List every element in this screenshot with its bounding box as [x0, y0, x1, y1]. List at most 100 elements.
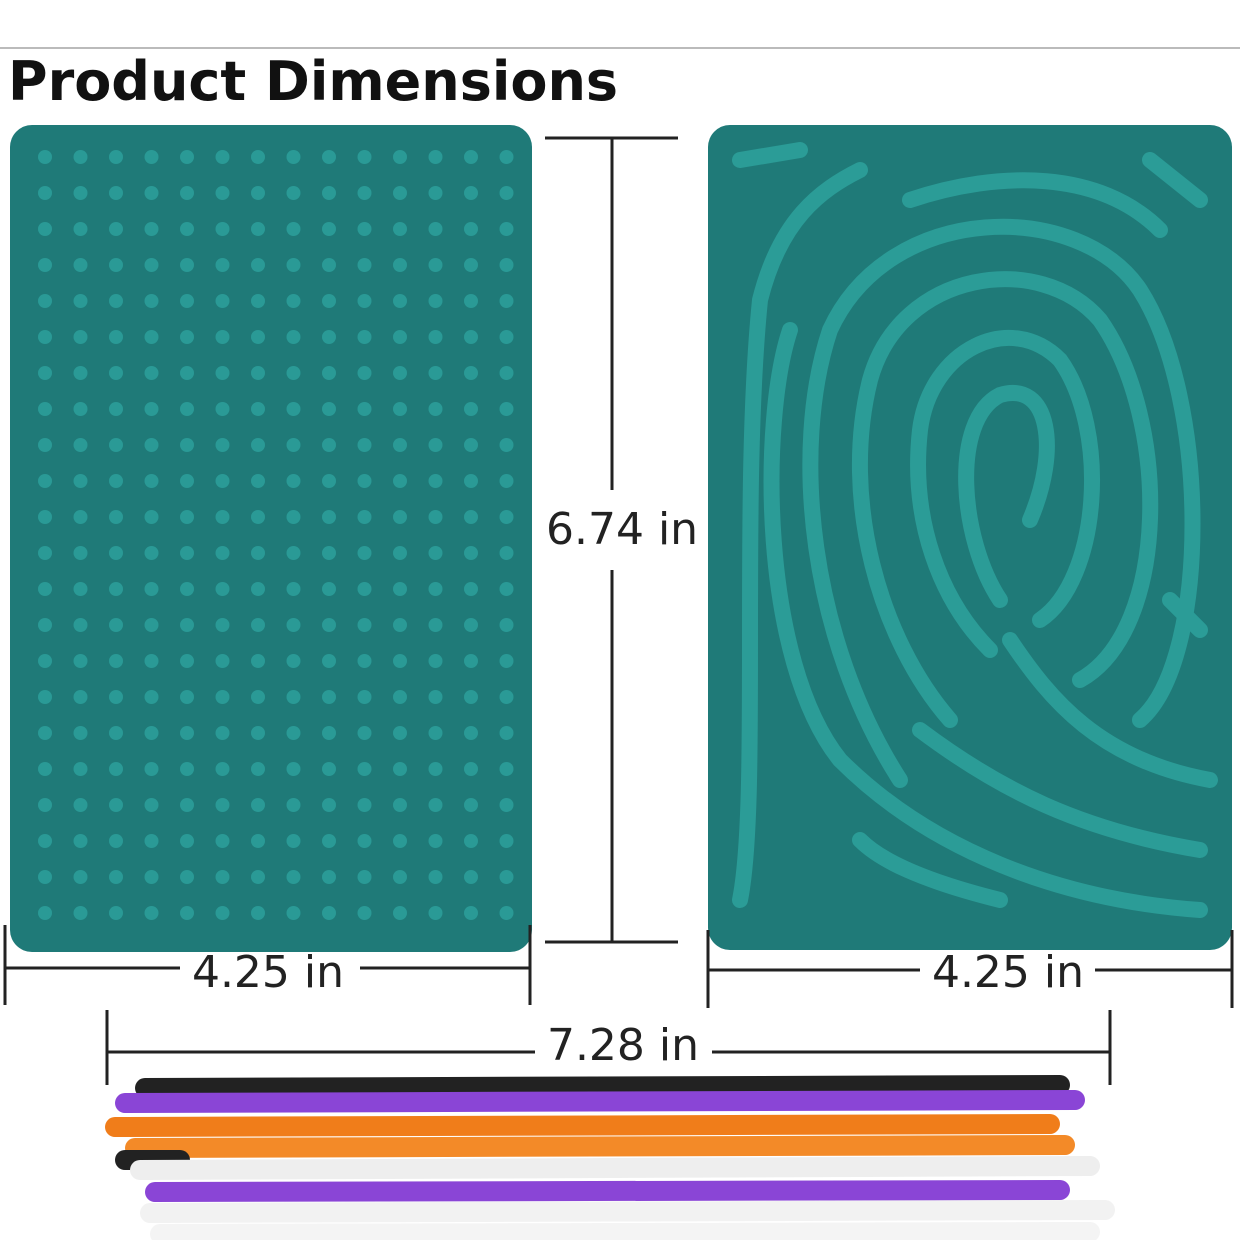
- dot: [215, 294, 230, 308]
- dot: [322, 906, 336, 920]
- dot: [38, 294, 52, 308]
- dot: [215, 870, 230, 884]
- dot: [393, 834, 407, 848]
- dot: [499, 150, 514, 164]
- dot: [322, 726, 336, 740]
- dot: [73, 618, 88, 632]
- dot: [393, 870, 407, 884]
- dot: [144, 222, 159, 236]
- dot: [109, 438, 123, 452]
- stick-length-label: 7.28 in: [547, 1020, 699, 1071]
- stick-length-dimension: 7.28 in: [105, 1010, 1112, 1085]
- dot: [73, 762, 88, 776]
- dot: [180, 870, 194, 884]
- dot: [357, 294, 372, 308]
- dot: [464, 834, 478, 848]
- dot: [499, 834, 514, 848]
- dot: [144, 726, 159, 740]
- dot: [180, 582, 194, 596]
- height-dimension: 6.74 in: [545, 136, 698, 944]
- dot: [322, 798, 336, 812]
- dot: [464, 186, 478, 200]
- dot: [499, 438, 514, 452]
- dot: [38, 654, 52, 668]
- dot: [464, 330, 478, 344]
- dot: [38, 618, 52, 632]
- dot: [73, 330, 88, 344]
- dot: [144, 186, 159, 200]
- dot: [322, 438, 336, 452]
- dot: [393, 582, 407, 596]
- dot: [393, 438, 407, 452]
- dot: [393, 510, 407, 524]
- dot: [322, 402, 336, 416]
- dot: [499, 294, 514, 308]
- dot: [180, 762, 194, 776]
- dot: [393, 618, 407, 632]
- dot: [286, 186, 301, 200]
- dot: [109, 150, 123, 164]
- dot: [109, 834, 123, 848]
- dot: [251, 546, 265, 560]
- dot: [428, 690, 443, 704]
- dot: [499, 474, 514, 488]
- dot: [428, 726, 443, 740]
- dot: [251, 582, 265, 596]
- dot: [499, 366, 514, 380]
- dot: [428, 258, 443, 272]
- dot: [109, 222, 123, 236]
- dot: [464, 906, 478, 920]
- dot: [393, 222, 407, 236]
- dot: [499, 870, 514, 884]
- stick: [130, 1156, 1100, 1180]
- dot: [38, 258, 52, 272]
- dot: [286, 402, 301, 416]
- dot: [393, 402, 407, 416]
- dot: [109, 402, 123, 416]
- dot: [109, 330, 123, 344]
- dot: [251, 618, 265, 632]
- dot: [357, 618, 372, 632]
- dot: [428, 834, 443, 848]
- dot: [322, 330, 336, 344]
- dot: [357, 870, 372, 884]
- dot: [180, 726, 194, 740]
- dot: [428, 870, 443, 884]
- dot: [38, 474, 52, 488]
- dot: [286, 726, 301, 740]
- dot: [73, 654, 88, 668]
- dot-grid: [38, 150, 514, 920]
- dot: [393, 294, 407, 308]
- dot: [428, 294, 443, 308]
- dot: [144, 546, 159, 560]
- dot: [109, 186, 123, 200]
- right-width-label: 4.25 in: [932, 947, 1084, 998]
- dot: [109, 798, 123, 812]
- dot: [109, 474, 123, 488]
- dot: [322, 222, 336, 236]
- dot: [38, 798, 52, 812]
- dot: [73, 870, 88, 884]
- dot: [464, 294, 478, 308]
- dot: [393, 474, 407, 488]
- dot: [499, 726, 514, 740]
- dot: [180, 906, 194, 920]
- dot: [499, 222, 514, 236]
- dot: [215, 798, 230, 812]
- dot: [73, 366, 88, 380]
- dot: [322, 186, 336, 200]
- dot: [180, 330, 194, 344]
- dot: [357, 438, 372, 452]
- dot: [73, 510, 88, 524]
- dot: [357, 906, 372, 920]
- dot: [357, 186, 372, 200]
- dot: [251, 834, 265, 848]
- dot: [286, 834, 301, 848]
- dot: [357, 258, 372, 272]
- dot: [180, 186, 194, 200]
- dot: [251, 438, 265, 452]
- dot: [357, 654, 372, 668]
- dot: [109, 294, 123, 308]
- dot: [322, 690, 336, 704]
- dot: [286, 618, 301, 632]
